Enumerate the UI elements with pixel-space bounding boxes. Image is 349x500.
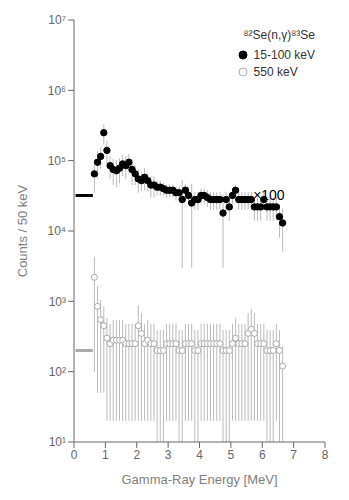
- svg-text:1: 1: [102, 448, 109, 462]
- svg-text:Gamma-Ray Energy [MeV]: Gamma-Ray Energy [MeV]: [121, 472, 277, 487]
- svg-text:×100: ×100: [253, 187, 285, 203]
- svg-text:10²: 10²: [49, 365, 66, 379]
- svg-text:2: 2: [133, 448, 140, 462]
- svg-text:10⁵: 10⁵: [48, 154, 66, 168]
- html-text:550 keV: 550 keV: [253, 65, 298, 79]
- svg-text:10⁴: 10⁴: [47, 224, 66, 238]
- svg-text:3: 3: [165, 448, 172, 462]
- html-text:⁸²Se(n,γ)⁸³Se: ⁸²Se(n,γ)⁸³Se: [243, 28, 315, 42]
- svg-text:6: 6: [259, 448, 266, 462]
- svg-text:10³: 10³: [49, 295, 66, 309]
- svg-text:10⁶: 10⁶: [48, 84, 66, 98]
- svg-text:10⁷: 10⁷: [48, 13, 66, 27]
- svg-text:10¹: 10¹: [49, 435, 66, 449]
- html-text:15-100 keV: 15-100 keV: [253, 48, 315, 62]
- svg-text:5: 5: [228, 448, 235, 462]
- svg-text:0: 0: [71, 448, 78, 462]
- svg-text:7: 7: [290, 448, 297, 462]
- svg-text:8: 8: [322, 448, 329, 462]
- svg-text:4: 4: [196, 448, 203, 462]
- svg-text:Counts / 50 keV: Counts / 50 keV: [15, 184, 30, 277]
